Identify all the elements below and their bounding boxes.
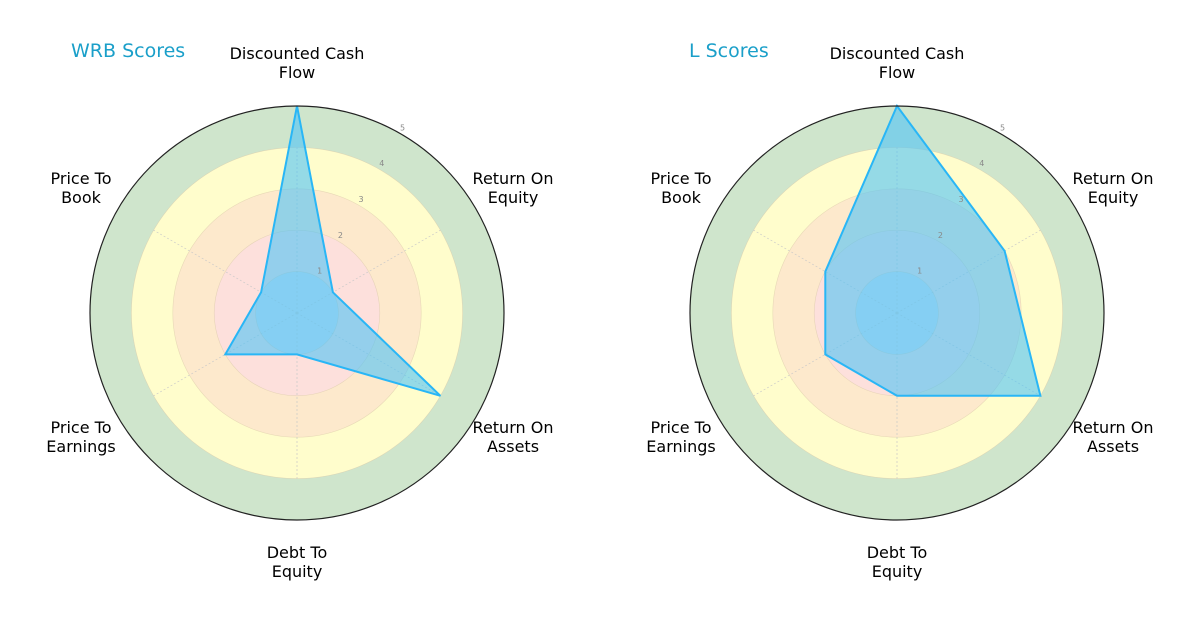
axis-label-price-to-book: Price To Book — [650, 169, 712, 207]
axis-label-return-on-assets: Return On Assets — [1072, 418, 1154, 456]
l-radar-plot: 1 2 3 4 5 — [689, 104, 1105, 521]
score-polygon — [223, 105, 442, 397]
axis-label-return-on-equity: Return On Equity — [472, 169, 554, 207]
axis-label-debt-to-equity: Debt To Equity — [266, 543, 328, 581]
axis-label-price-to-earnings: Price To Earnings — [646, 418, 716, 456]
axis-spoke — [296, 229, 441, 314]
axis-spoke — [753, 229, 898, 314]
axis-label-return-on-assets: Return On Assets — [472, 418, 554, 456]
radial-tick-label: 4 — [979, 159, 984, 168]
radial-tick-label: 2 — [938, 231, 943, 240]
outer-frame — [689, 105, 1105, 521]
chart-title: WRB Scores — [71, 40, 186, 62]
outer-frame — [89, 105, 505, 521]
axis-spoke — [153, 229, 298, 314]
axis-label-return-on-equity: Return On Equity — [1072, 169, 1154, 207]
radial-tick-label: 4 — [379, 159, 384, 168]
radial-tick-label: 3 — [359, 195, 364, 204]
score-polygon — [824, 104, 1042, 397]
radial-tick-label: 5 — [1000, 123, 1005, 132]
radial-tick-label: 1 — [917, 267, 922, 276]
axis-label-price-to-earnings: Price To Earnings — [46, 418, 116, 456]
axis-label-discounted-cash-flow: Discounted Cash Flow — [229, 44, 365, 82]
radial-tick-label: 5 — [400, 123, 405, 132]
axis-spoke — [153, 312, 298, 397]
axis-label-debt-to-equity: Debt To Equity — [866, 543, 928, 581]
l-radar-chart: 1 2 3 4 5 L Scores Discounted Cash Flow Retu… — [600, 0, 1200, 625]
axis-label-price-to-book: Price To Book — [50, 169, 112, 207]
wrb-radar-plot: 1 2 3 4 5 — [89, 105, 505, 521]
radial-tick-label: 1 — [317, 267, 322, 276]
wrb-radar-chart: 1 2 3 4 5 WRB Scores Discounted Cash Flow Re… — [46, 40, 554, 581]
radial-tick-label: 3 — [959, 195, 964, 204]
axis-label-discounted-cash-flow: Discounted Cash Flow — [829, 44, 965, 82]
chart-title: L Scores — [689, 40, 769, 62]
axis-spoke — [753, 312, 898, 397]
radial-tick-label: 2 — [338, 231, 343, 240]
